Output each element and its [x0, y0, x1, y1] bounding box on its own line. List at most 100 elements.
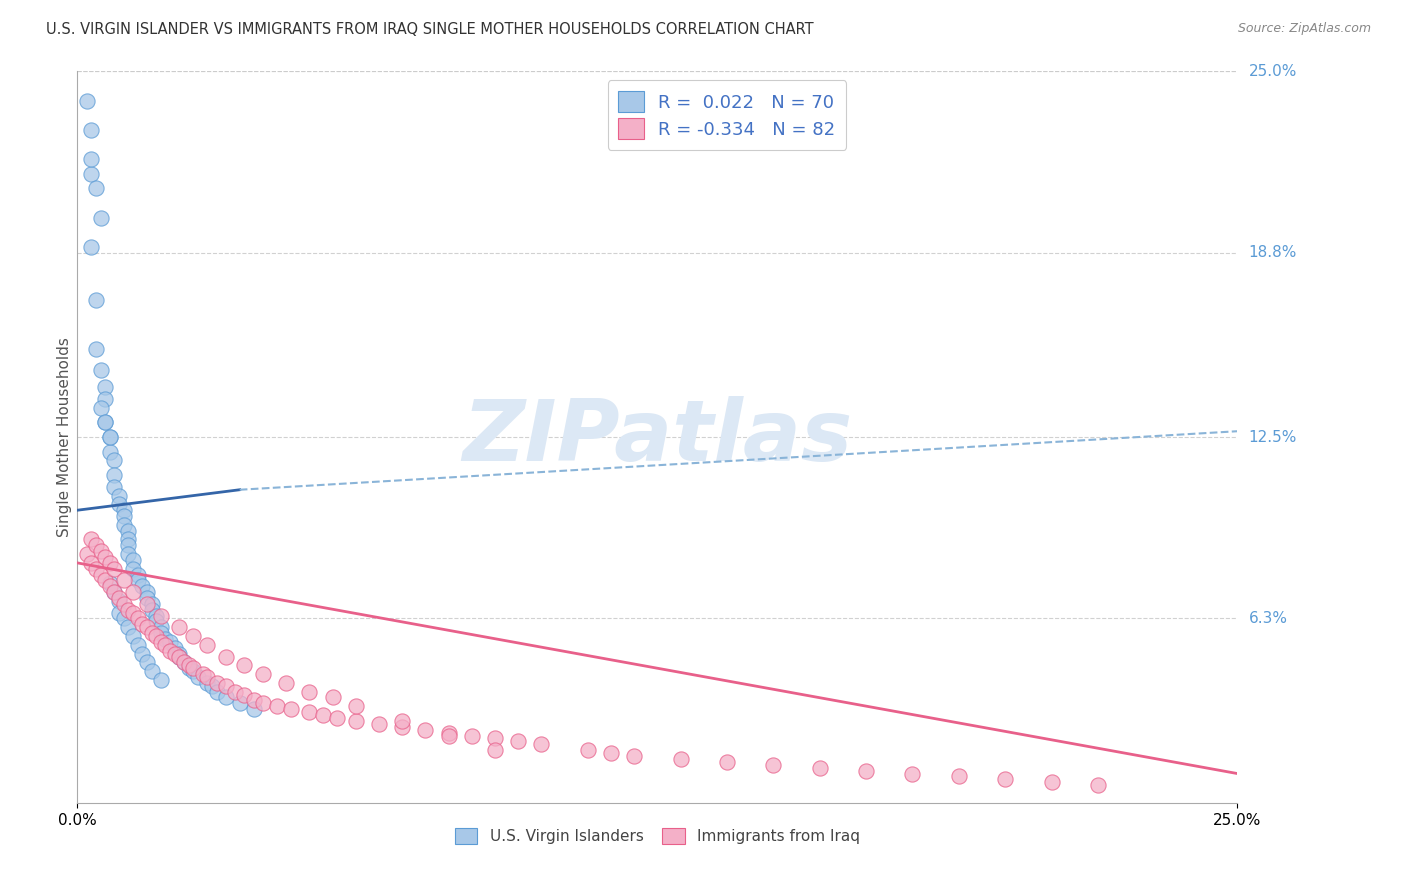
- Point: [76, 547, 98, 561]
- Point: [623, 749, 645, 764]
- Point: [122, 553, 145, 567]
- Point: [506, 734, 529, 748]
- Point: [94, 574, 117, 588]
- Text: 25.0%: 25.0%: [1249, 64, 1296, 78]
- Point: [994, 772, 1017, 787]
- Point: [413, 723, 436, 737]
- Point: [169, 647, 191, 661]
- Point: [127, 567, 149, 582]
- Point: [437, 729, 460, 743]
- Point: [135, 597, 157, 611]
- Point: [233, 658, 256, 673]
- Point: [145, 629, 167, 643]
- Point: [808, 761, 831, 775]
- Point: [1040, 775, 1063, 789]
- Point: [98, 430, 121, 444]
- Point: [183, 664, 205, 678]
- Point: [344, 699, 367, 714]
- Point: [177, 658, 200, 673]
- Point: [108, 594, 131, 608]
- Point: [131, 617, 153, 632]
- Point: [103, 468, 125, 483]
- Legend: U.S. Virgin Islanders, Immigrants from Iraq: U.S. Virgin Islanders, Immigrants from I…: [449, 822, 866, 850]
- Point: [103, 585, 125, 599]
- Point: [98, 579, 121, 593]
- Point: [108, 497, 131, 511]
- Point: [141, 603, 163, 617]
- Point: [80, 167, 103, 181]
- Point: [90, 401, 111, 415]
- Point: [94, 549, 117, 564]
- Point: [298, 705, 321, 719]
- Point: [117, 547, 139, 561]
- Point: [149, 620, 172, 634]
- Point: [94, 380, 117, 394]
- Point: [112, 509, 135, 524]
- Point: [215, 690, 238, 705]
- Point: [112, 517, 135, 532]
- Point: [326, 711, 349, 725]
- Point: [141, 664, 163, 678]
- Text: 12.5%: 12.5%: [1249, 430, 1296, 444]
- Point: [149, 635, 172, 649]
- Point: [280, 702, 302, 716]
- Point: [84, 293, 107, 307]
- Point: [437, 725, 460, 739]
- Point: [163, 647, 186, 661]
- Point: [122, 629, 145, 643]
- Point: [195, 676, 218, 690]
- Point: [191, 667, 214, 681]
- Point: [183, 661, 205, 675]
- Point: [127, 574, 149, 588]
- Point: [80, 123, 103, 137]
- Point: [80, 556, 103, 570]
- Point: [90, 544, 111, 558]
- Point: [103, 562, 125, 576]
- Point: [368, 716, 391, 731]
- Point: [205, 684, 228, 698]
- Point: [80, 533, 103, 547]
- Point: [103, 480, 125, 494]
- Point: [112, 611, 135, 625]
- Point: [298, 684, 321, 698]
- Point: [145, 615, 167, 629]
- Point: [112, 597, 135, 611]
- Point: [530, 737, 553, 751]
- Point: [98, 576, 121, 591]
- Point: [187, 670, 209, 684]
- Point: [90, 211, 111, 225]
- Point: [90, 363, 111, 377]
- Point: [948, 769, 970, 783]
- Point: [141, 597, 163, 611]
- Point: [84, 181, 107, 195]
- Point: [484, 731, 506, 746]
- Point: [224, 684, 246, 698]
- Text: 6.3%: 6.3%: [1249, 611, 1288, 626]
- Point: [484, 743, 506, 757]
- Point: [321, 690, 344, 705]
- Point: [205, 676, 228, 690]
- Text: Source: ZipAtlas.com: Source: ZipAtlas.com: [1237, 22, 1371, 36]
- Point: [135, 656, 157, 670]
- Point: [159, 643, 181, 657]
- Point: [131, 579, 153, 593]
- Point: [159, 635, 181, 649]
- Point: [98, 556, 121, 570]
- Point: [155, 632, 177, 646]
- Point: [149, 626, 172, 640]
- Point: [600, 746, 623, 760]
- Point: [108, 606, 131, 620]
- Point: [94, 416, 117, 430]
- Point: [84, 538, 107, 552]
- Point: [233, 688, 256, 702]
- Point: [215, 679, 238, 693]
- Point: [169, 649, 191, 664]
- Point: [716, 755, 738, 769]
- Text: 18.8%: 18.8%: [1249, 245, 1296, 260]
- Point: [252, 696, 274, 710]
- Point: [228, 696, 252, 710]
- Point: [112, 574, 135, 588]
- Point: [201, 679, 224, 693]
- Point: [901, 766, 924, 780]
- Point: [135, 591, 157, 605]
